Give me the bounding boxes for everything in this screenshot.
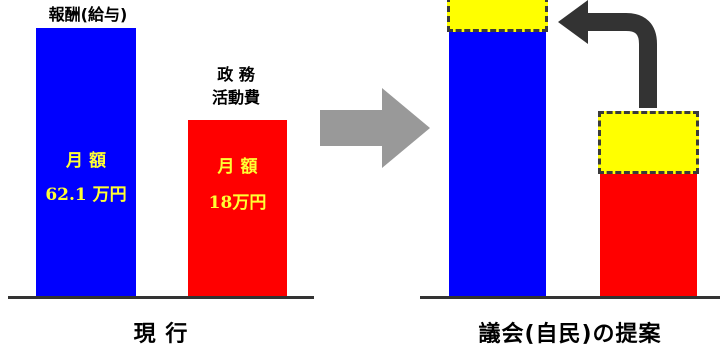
right-arrow-icon [320,88,430,168]
salary-amount: 62.1 万円 [45,185,127,205]
salary-bar [36,28,136,298]
activity-label-line1: 政 務 [217,65,255,84]
proposal-activity-bar [600,174,697,298]
proposal-salary-bar [449,32,546,298]
proposal-baseline [420,296,720,299]
curved-arrow-icon [558,0,657,108]
activity-bar [188,120,287,298]
activity-monthly-label: 月 額 [217,157,258,177]
salary-monthly-label: 月 額 [66,151,106,171]
activity-label-line2: 活動費 [211,88,260,107]
salary-increase-box [447,0,548,32]
current-caption: 現 行 [133,322,189,347]
activity-amount: 18万円 [208,193,267,213]
activity-shift-box [598,111,699,174]
current-baseline [8,296,314,299]
salary-label: 報酬(給与) [48,5,128,24]
proposal-caption: 議会(自民)の提案 [478,322,662,347]
